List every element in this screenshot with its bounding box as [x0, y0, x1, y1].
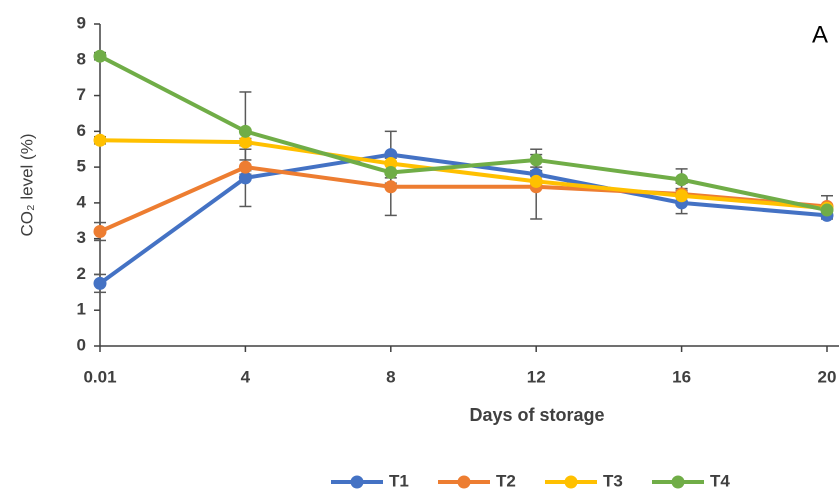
- x-tick-label: 4: [241, 367, 251, 386]
- marker: [675, 189, 689, 203]
- marker: [529, 174, 543, 188]
- marker: [93, 133, 107, 147]
- x-tick-label: 12: [527, 367, 546, 386]
- y-tick-label: 3: [77, 228, 86, 247]
- legend-marker: [350, 475, 364, 489]
- x-tick-label: 16: [672, 367, 691, 386]
- marker: [529, 153, 543, 167]
- marker: [238, 160, 252, 174]
- x-tick-label: 0.01: [83, 367, 116, 386]
- marker: [93, 49, 107, 63]
- marker: [238, 171, 252, 185]
- marker: [675, 173, 689, 187]
- legend-label: T4: [710, 471, 730, 490]
- series-line: [99, 54, 828, 213]
- marker: [238, 124, 252, 138]
- y-tick-label: 8: [77, 49, 86, 68]
- panel-label: A: [812, 21, 828, 48]
- marker: [820, 203, 834, 217]
- legend-label: T2: [496, 471, 516, 490]
- marker: [93, 276, 107, 290]
- legend-label: T3: [603, 471, 623, 490]
- series-line: [99, 138, 828, 211]
- y-tick-label: 9: [77, 13, 86, 32]
- x-tick-label: 8: [386, 367, 395, 386]
- legend-marker: [564, 475, 578, 489]
- marker: [384, 148, 398, 162]
- y-axis-title: CO₂ level (%): [17, 134, 36, 237]
- y-tick-label: 1: [77, 300, 86, 319]
- legend-marker: [457, 475, 471, 489]
- marker: [384, 165, 398, 179]
- x-axis-title: Days of storage: [469, 405, 604, 425]
- y-tick-label: 5: [77, 157, 86, 176]
- marker: [384, 157, 398, 171]
- marker: [93, 225, 107, 239]
- marker: [384, 180, 398, 194]
- y-tick-label: 4: [77, 192, 87, 211]
- y-tick-label: 2: [77, 264, 86, 283]
- legend-label: T1: [389, 471, 409, 490]
- x-tick-label: 20: [818, 367, 837, 386]
- y-tick-label: 6: [77, 121, 86, 140]
- marker: [238, 135, 252, 149]
- y-tick-label: 7: [77, 85, 86, 104]
- legend-marker: [671, 475, 685, 489]
- y-tick-label: 0: [77, 335, 86, 354]
